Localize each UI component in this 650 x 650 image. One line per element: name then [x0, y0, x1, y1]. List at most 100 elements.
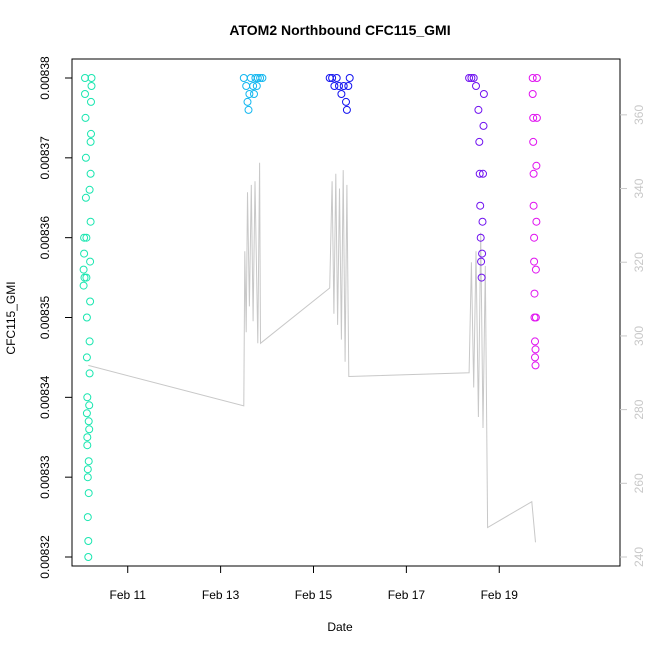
scatter-layer — [79, 74, 541, 561]
data-point — [339, 82, 348, 90]
data-point — [531, 337, 539, 346]
x-tick-label: Feb 17 — [388, 588, 426, 602]
data-point — [531, 345, 540, 354]
chart-title: ATOM2 Northbound CFC115_GMI — [229, 22, 450, 38]
data-point — [530, 289, 539, 298]
y2-tick-label: 280 — [632, 399, 646, 419]
data-point — [530, 257, 539, 266]
data-point — [345, 74, 354, 82]
data-point — [469, 74, 478, 82]
altitude-line — [88, 162, 536, 543]
data-point — [86, 169, 95, 178]
y2-tick-label: 300 — [632, 326, 646, 346]
data-point — [532, 161, 541, 170]
x-tick-label: Feb 15 — [295, 588, 333, 602]
data-point — [529, 113, 538, 122]
data-point — [529, 201, 538, 210]
data-point — [475, 169, 484, 178]
data-point — [239, 74, 248, 82]
data-point — [83, 393, 92, 402]
data-point — [242, 82, 251, 90]
y-tick-label: 0.00832 — [38, 535, 52, 579]
data-point — [479, 121, 488, 130]
data-point — [532, 217, 541, 226]
y-tick-label: 0.00833 — [38, 455, 52, 499]
y2-tick-label: 360 — [632, 105, 646, 125]
data-point — [528, 90, 537, 98]
y2-axis: 240 260 280 300 320 340 360 — [620, 105, 646, 567]
data-point — [82, 409, 91, 418]
data-point — [532, 113, 541, 122]
data-point — [81, 74, 89, 82]
data-point — [344, 82, 353, 90]
data-point — [528, 74, 537, 82]
series-2 — [239, 74, 267, 114]
data-point — [85, 369, 94, 378]
y2-tick-label: 240 — [632, 547, 646, 567]
data-point — [86, 137, 95, 146]
data-point — [83, 433, 92, 442]
data-point — [87, 129, 95, 138]
data-point — [476, 201, 485, 210]
series-4 — [465, 74, 488, 282]
data-point — [529, 169, 538, 178]
data-point — [85, 401, 94, 410]
data-point — [477, 257, 486, 266]
x-axis: Feb 11 Feb 13 Feb 15 Feb 17 Feb 19 — [109, 566, 518, 602]
data-point — [335, 82, 343, 90]
y-tick-label: 0.00834 — [38, 375, 52, 419]
data-point — [532, 74, 541, 82]
data-point — [84, 457, 93, 466]
data-point — [80, 233, 89, 242]
y2-tick-label: 260 — [632, 473, 646, 493]
data-point — [81, 153, 90, 162]
data-point — [530, 233, 539, 242]
data-point — [342, 97, 350, 106]
data-point — [332, 74, 341, 82]
data-point — [328, 74, 337, 82]
data-point — [87, 97, 95, 106]
data-point — [479, 169, 487, 178]
data-point — [465, 74, 474, 82]
data-point — [476, 233, 485, 242]
data-point — [87, 74, 96, 82]
data-point — [250, 90, 258, 98]
y-axis: 0.00832 0.00833 0.00834 0.00835 0.00836 0.008… — [38, 56, 73, 579]
data-point — [84, 553, 93, 561]
data-point — [245, 90, 254, 98]
data-point — [84, 489, 93, 498]
data-point — [529, 137, 538, 146]
data-point — [80, 249, 89, 258]
data-point — [84, 417, 93, 426]
data-point — [244, 105, 253, 114]
data-point — [256, 74, 265, 82]
data-point — [86, 297, 95, 306]
data-point — [252, 82, 261, 90]
y-tick-label: 0.00838 — [38, 56, 52, 100]
data-point — [79, 281, 88, 290]
data-point — [337, 90, 346, 98]
x-tick-label: Feb 11 — [109, 588, 146, 602]
data-point — [86, 257, 95, 266]
data-point — [83, 513, 92, 522]
data-point — [253, 74, 262, 82]
data-point — [478, 217, 487, 226]
data-point — [342, 105, 351, 114]
data-point — [81, 90, 89, 98]
data-point — [249, 82, 258, 90]
data-point — [531, 361, 540, 370]
data-point — [79, 265, 88, 274]
y-axis-label: CFC115_GMI — [4, 281, 18, 354]
y-tick-label: 0.00837 — [38, 136, 52, 180]
data-point — [82, 353, 91, 362]
data-point — [478, 249, 487, 258]
series-3 — [325, 74, 354, 114]
data-point — [475, 137, 484, 146]
series-1 — [79, 74, 96, 561]
data-point — [472, 82, 480, 90]
data-point — [330, 82, 339, 90]
y2-tick-label: 320 — [632, 252, 646, 272]
x-tick-label: Feb 19 — [481, 588, 519, 602]
data-point — [477, 273, 486, 282]
